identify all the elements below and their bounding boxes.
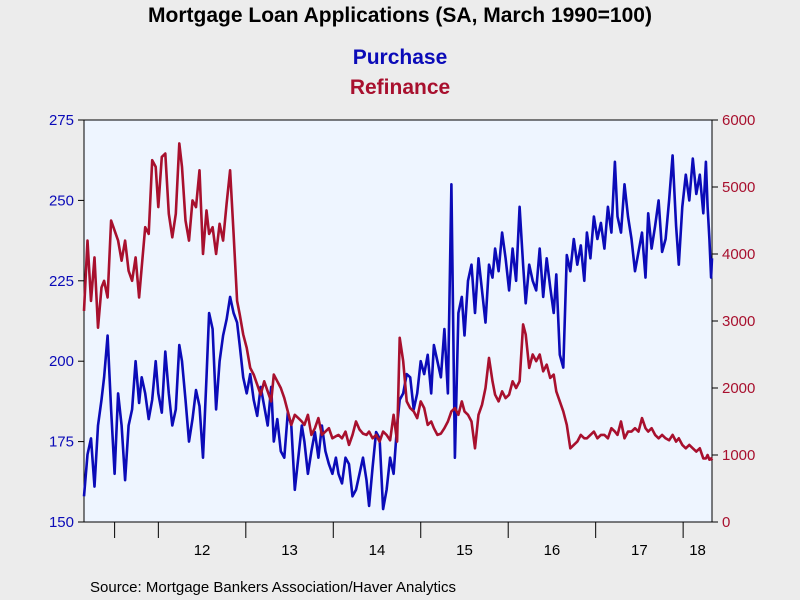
left-axis-label: 250 <box>49 192 74 209</box>
source-note: Source: Mortgage Bankers Association/Hav… <box>90 579 456 596</box>
x-axis-label: 17 <box>631 542 648 559</box>
left-axis-label: 200 <box>49 353 74 370</box>
left-axis-label: 225 <box>49 273 74 290</box>
plot-area <box>83 119 713 523</box>
series-line-refinance <box>82 142 714 462</box>
right-axis-label: 0 <box>722 514 730 531</box>
legend-refinance: Refinance <box>350 76 450 99</box>
chart-title: Mortgage Loan Applications (SA, March 19… <box>148 4 652 27</box>
right-axis-label: 1000 <box>722 447 755 464</box>
legend-purchase: Purchase <box>353 46 448 69</box>
series-line-purchase <box>82 154 714 511</box>
right-axis-label: 2000 <box>722 380 755 397</box>
right-axis-label: 5000 <box>722 179 755 196</box>
x-axis-label: 16 <box>544 542 561 559</box>
left-axis-label: 150 <box>49 514 74 531</box>
right-axis-label: 3000 <box>722 313 755 330</box>
x-axis-label: 14 <box>369 542 386 559</box>
x-axis-label: 12 <box>194 542 211 559</box>
right-axis-label: 4000 <box>722 246 755 263</box>
x-axis-label: 13 <box>281 542 298 559</box>
x-axis-label: 18 <box>689 542 706 559</box>
x-axis-label: 15 <box>456 542 473 559</box>
left-axis-label: 275 <box>49 112 74 129</box>
right-axis-label: 6000 <box>722 112 755 129</box>
left-axis-label: 175 <box>49 434 74 451</box>
